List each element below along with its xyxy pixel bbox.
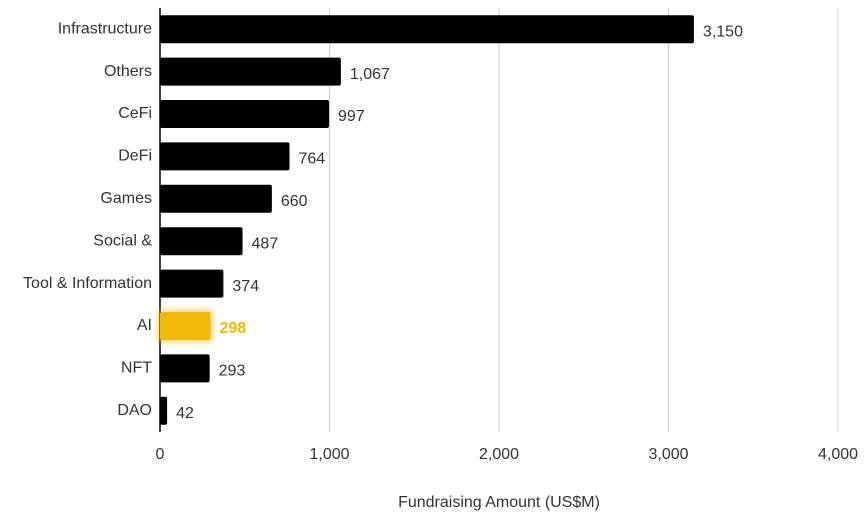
y-tick-label: Games [100, 190, 152, 207]
y-tick-label: AI [137, 317, 152, 334]
x-tick-label: 1,000 [309, 446, 349, 463]
x-tick-label: 4,000 [818, 446, 858, 463]
y-tick-label: Others [104, 63, 152, 80]
y-tick-label: NFT [121, 360, 152, 377]
y-tick-label: Social & [93, 232, 152, 249]
bar [160, 312, 211, 340]
value-label: 42 [176, 405, 194, 422]
value-label: 764 [298, 151, 325, 168]
bar [160, 15, 694, 44]
value-label: 1,067 [350, 66, 390, 83]
y-tick-label: Infrastructure [58, 20, 152, 37]
bar [160, 100, 329, 128]
value-label: 997 [338, 108, 365, 125]
x-tick-label: 0 [156, 446, 165, 463]
bar [160, 184, 272, 213]
value-label: 298 [220, 320, 247, 337]
y-tick-label: DeFi [118, 148, 152, 165]
x-axis-label: Fundraising Amount (US$M) [398, 494, 600, 511]
bar [160, 396, 168, 425]
bar [160, 142, 290, 171]
bar [160, 57, 341, 86]
x-tick-label: 3,000 [648, 446, 688, 463]
value-label: 374 [232, 278, 259, 295]
y-tick-label: Tool & Information [23, 275, 152, 292]
value-label: 293 [219, 363, 246, 380]
value-label: 3,150 [703, 23, 743, 40]
bar [160, 269, 224, 298]
value-label: 660 [281, 193, 308, 210]
value-label: 487 [252, 235, 279, 252]
y-tick-label: DAO [117, 402, 152, 419]
y-tick-label: CeFi [118, 105, 152, 122]
x-tick-label: 2,000 [479, 446, 519, 463]
bar [160, 227, 243, 256]
bar [160, 354, 210, 383]
